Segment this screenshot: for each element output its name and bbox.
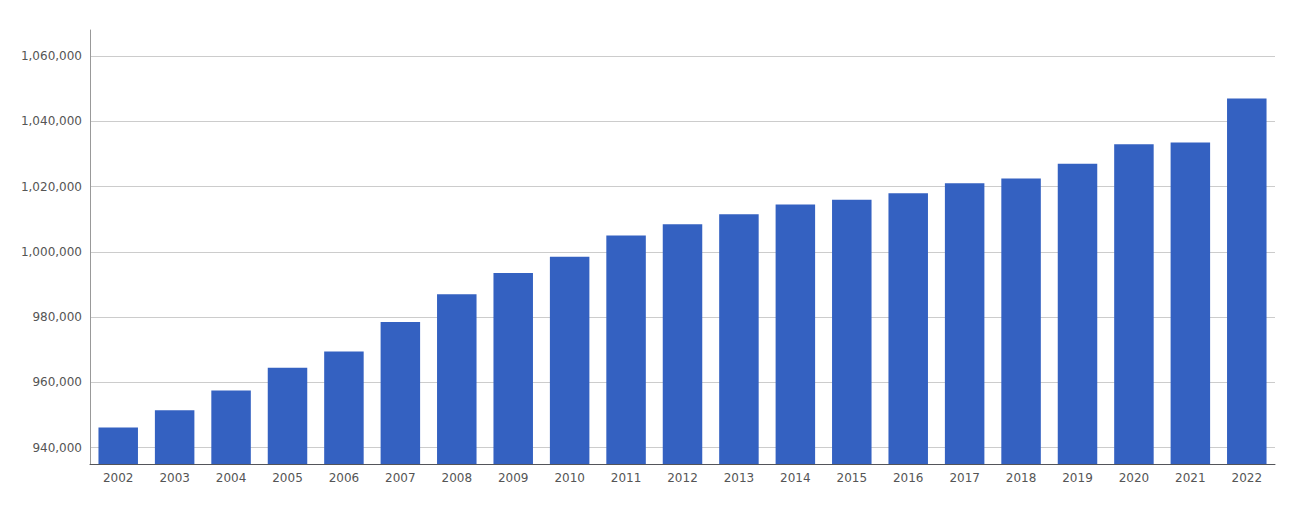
svg-text:2010: 2010 [554, 471, 585, 485]
svg-text:2007: 2007 [385, 471, 416, 485]
svg-text:2015: 2015 [837, 471, 868, 485]
svg-text:2011: 2011 [611, 471, 642, 485]
svg-text:2006: 2006 [329, 471, 360, 485]
svg-text:2004: 2004 [216, 471, 247, 485]
svg-text:2003: 2003 [159, 471, 190, 485]
svg-text:2016: 2016 [893, 471, 924, 485]
svg-text:2013: 2013 [724, 471, 755, 485]
svg-text:2022: 2022 [1232, 471, 1263, 485]
svg-text:1,020,000: 1,020,000 [21, 180, 82, 194]
svg-text:2012: 2012 [667, 471, 698, 485]
svg-text:2020: 2020 [1119, 471, 1150, 485]
svg-text:1,000,000: 1,000,000 [21, 245, 82, 259]
svg-text:940,000: 940,000 [32, 441, 82, 455]
svg-text:2017: 2017 [949, 471, 980, 485]
svg-text:2005: 2005 [272, 471, 303, 485]
svg-text:980,000: 980,000 [32, 310, 82, 324]
svg-text:1,060,000: 1,060,000 [21, 49, 82, 63]
svg-text:2009: 2009 [498, 471, 529, 485]
svg-text:2019: 2019 [1062, 471, 1093, 485]
svg-text:2014: 2014 [780, 471, 811, 485]
svg-text:1,040,000: 1,040,000 [21, 114, 82, 128]
svg-text:960,000: 960,000 [32, 375, 82, 389]
svg-text:2002: 2002 [103, 471, 134, 485]
svg-text:2008: 2008 [442, 471, 473, 485]
svg-text:2018: 2018 [1006, 471, 1037, 485]
svg-text:2021: 2021 [1175, 471, 1206, 485]
